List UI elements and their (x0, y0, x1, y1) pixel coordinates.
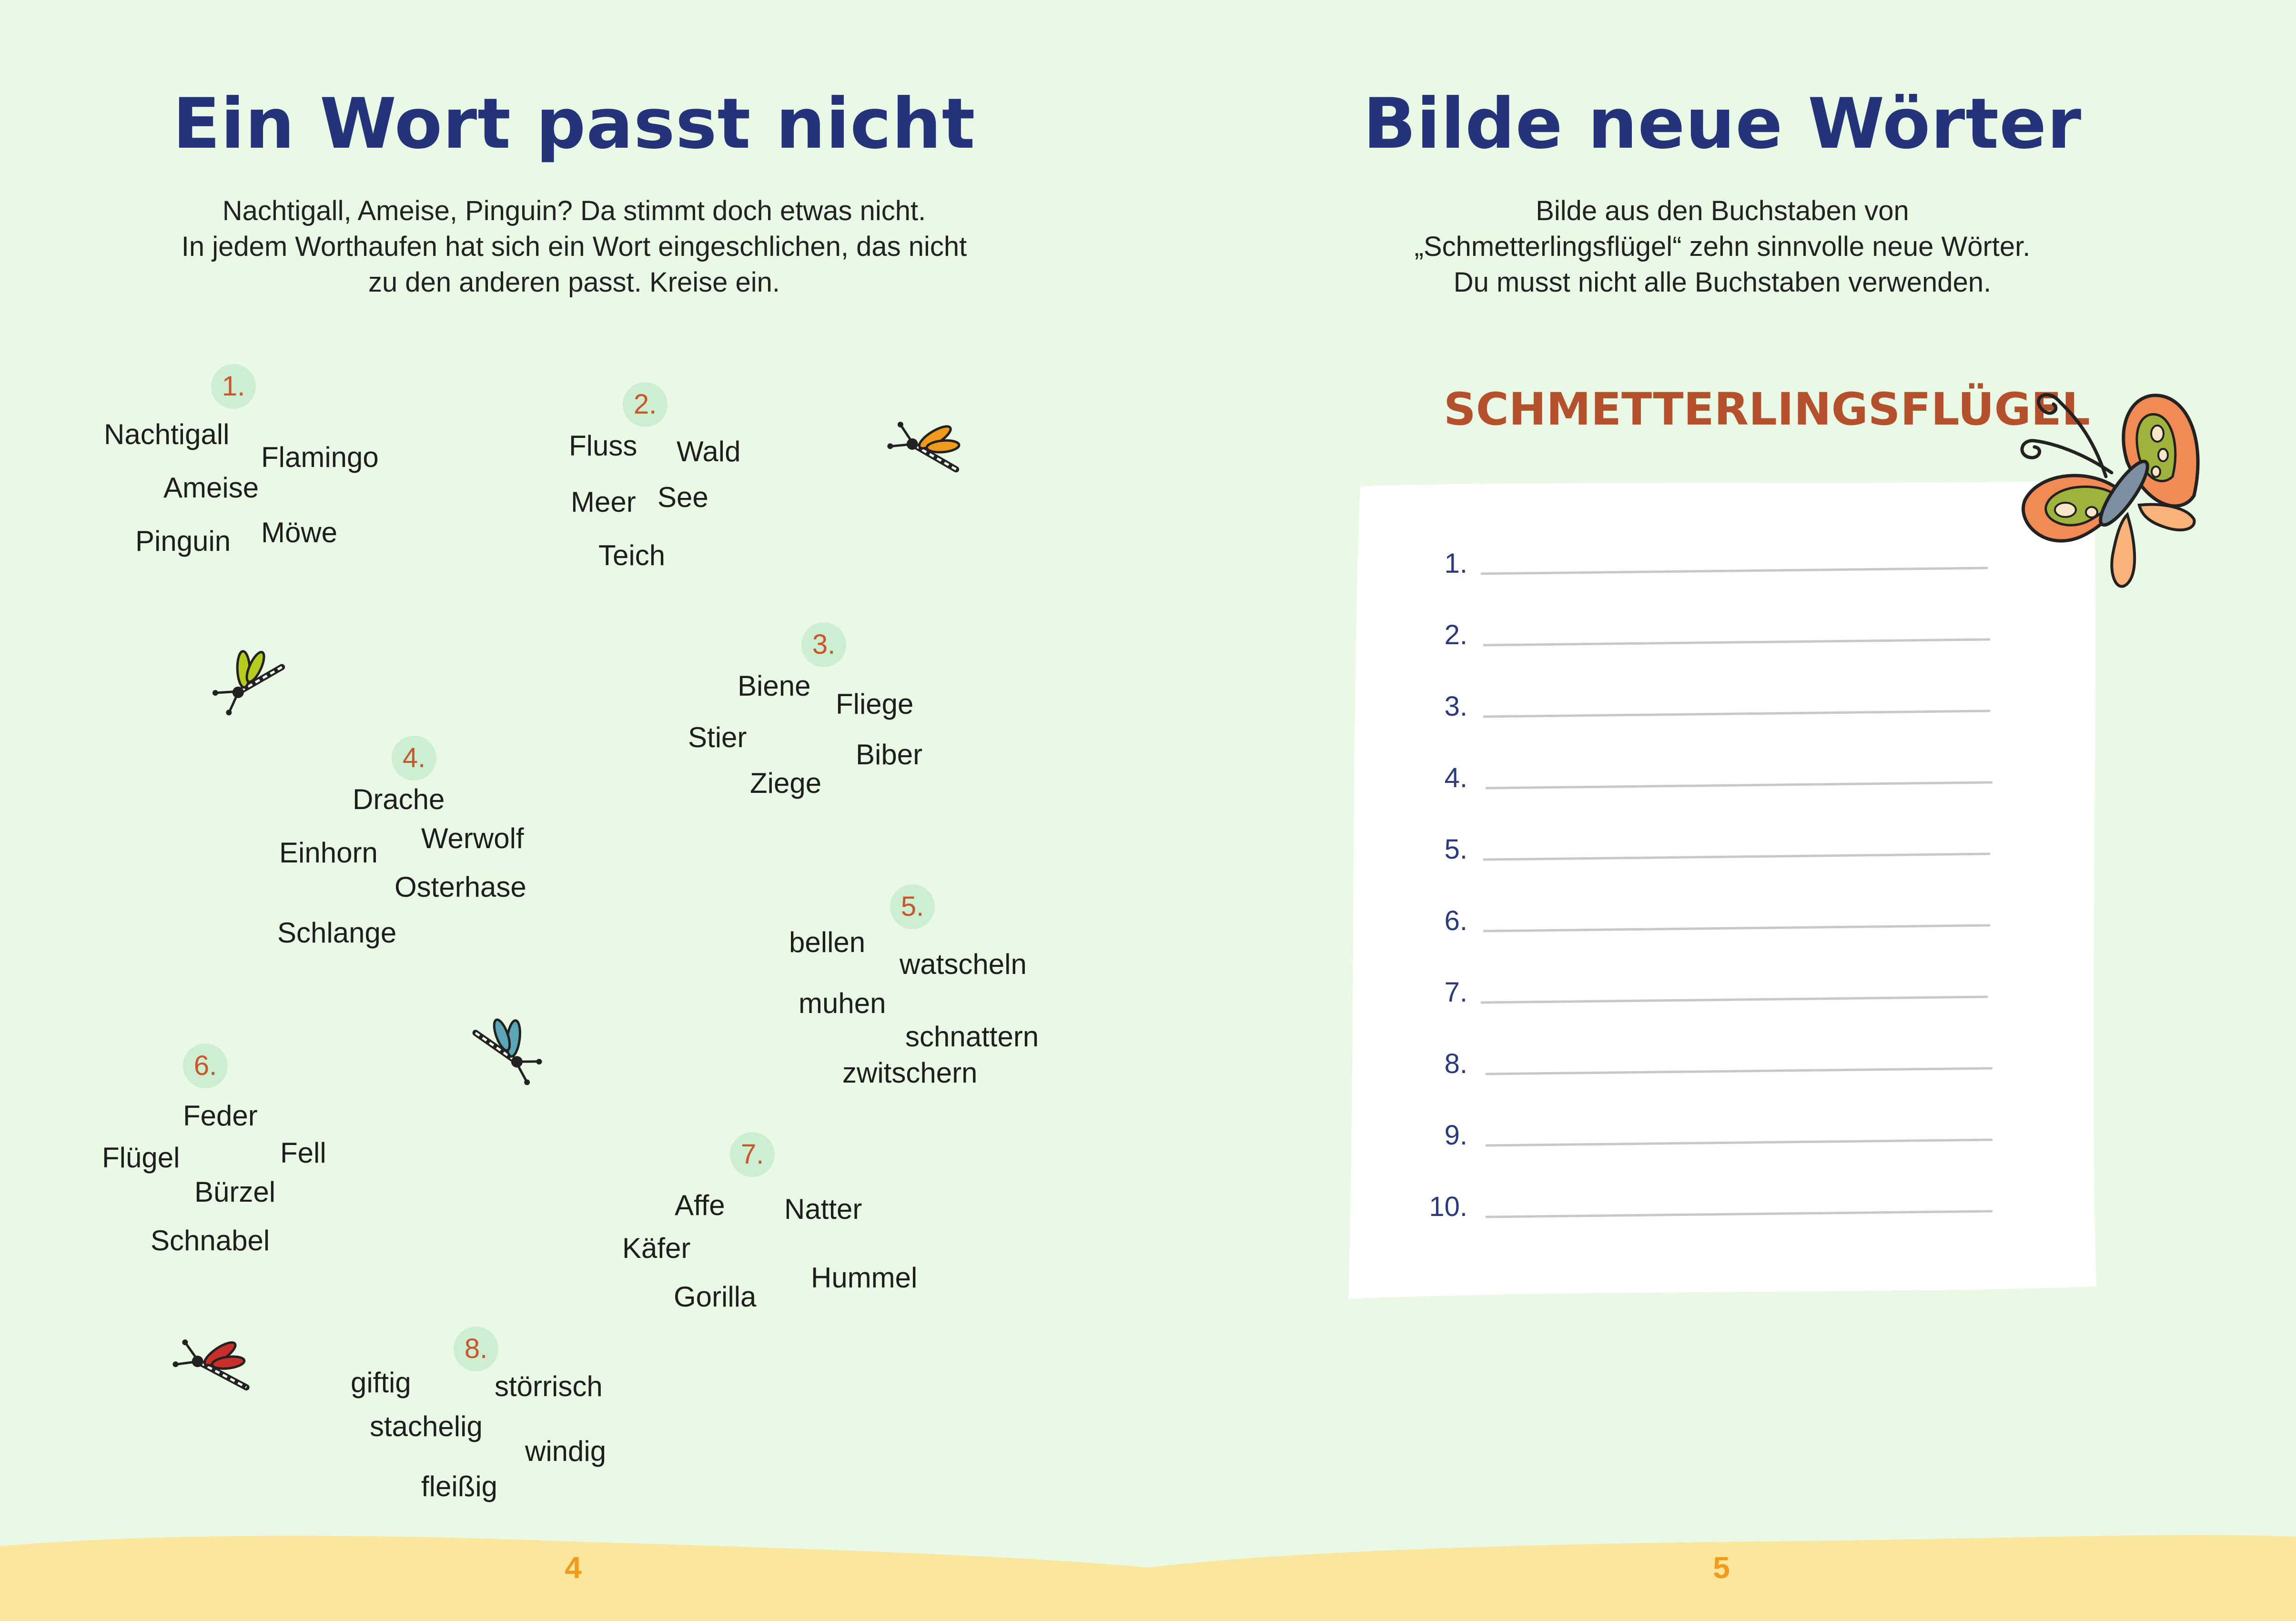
word-item[interactable]: Drache (353, 783, 445, 815)
line-number: 9. (1444, 1120, 1467, 1151)
line-number: 4. (1444, 762, 1467, 793)
word-item[interactable]: bellen (789, 926, 866, 958)
line-number: 1. (1444, 548, 1467, 579)
line-number: 5. (1444, 834, 1467, 865)
word-item[interactable]: Fell (280, 1137, 326, 1169)
word-item[interactable]: Affe (675, 1189, 725, 1221)
word-item[interactable]: giftig (351, 1367, 411, 1398)
answer-line-5[interactable] (1479, 829, 1994, 862)
word-item[interactable]: Pinguin (135, 525, 231, 557)
answer-line-10[interactable] (1479, 1186, 1994, 1220)
intro-line: Du musst nicht alle Buchstaben verwenden… (1453, 267, 1992, 298)
answer-line-7[interactable] (1479, 972, 1994, 1005)
answer-line-9[interactable] (1479, 1115, 1994, 1148)
intro-line: Bilde aus den Buchstaben von (1536, 195, 1909, 226)
writing-lines (1480, 567, 1993, 1218)
word-item[interactable]: Natter (784, 1193, 862, 1225)
word-item[interactable]: Schnabel (151, 1225, 270, 1256)
right-page-intro: Bilde aus den Buchstaben von „Schmetterl… (1239, 193, 2206, 307)
word-item[interactable]: See (657, 481, 708, 513)
line-number: 8. (1444, 1048, 1467, 1079)
right-page-title: Bilde neue Wörter (1363, 83, 2082, 164)
answer-line-4[interactable] (1479, 758, 1994, 791)
dragonfly-green-icon (212, 650, 285, 716)
word-item[interactable]: Käfer (622, 1232, 691, 1264)
word-item[interactable]: Meer (571, 486, 636, 518)
group-number: 8. (454, 1327, 498, 1371)
word-heading: SCHMETTERLINGSFLÜGEL (1444, 384, 2090, 436)
word-item[interactable]: Osterhase (394, 871, 526, 903)
word-item[interactable]: störrisch (495, 1370, 603, 1402)
dragonfly-orange-icon (887, 422, 961, 473)
word-item[interactable]: fleißig (421, 1470, 498, 1502)
group-number: 5. (890, 884, 935, 929)
answer-line-3[interactable] (1479, 686, 1994, 719)
line-number: 10. (1429, 1191, 1467, 1222)
intro-line: In jedem Worthaufen hat sich ein Wort ei… (181, 231, 967, 262)
word-item[interactable]: Fliege (836, 688, 914, 720)
word-item[interactable]: Nachtigall (104, 418, 230, 450)
intro-line: zu den anderen passt. Kreise ein. (368, 267, 780, 298)
intro-line: „Schmetterlingsflügel“ zehn sinnvolle ne… (1414, 231, 2031, 262)
word-item[interactable]: Gorilla (674, 1281, 757, 1313)
answer-line-1[interactable] (1479, 543, 1994, 577)
word-item[interactable]: windig (525, 1435, 607, 1467)
word-item[interactable]: Flügel (102, 1142, 180, 1174)
word-item[interactable]: Schlange (277, 917, 397, 949)
line-number: 2. (1444, 619, 1467, 650)
word-item[interactable]: Teich (598, 539, 666, 571)
answer-line-6[interactable] (1479, 901, 1994, 934)
word-item[interactable]: Fluss (569, 430, 637, 462)
word-item[interactable]: schnattern (905, 1021, 1039, 1053)
left-page-title: Ein Wort passt nicht (172, 83, 976, 164)
butterfly-icon (2020, 393, 2200, 588)
line-number: 3. (1444, 691, 1467, 722)
dragonfly-blue-icon (472, 1018, 542, 1085)
dragonfly-red-icon (172, 1339, 250, 1391)
line-number: 6. (1444, 905, 1467, 936)
word-item[interactable]: Feder (183, 1100, 258, 1132)
word-item[interactable]: stachelig (370, 1410, 483, 1442)
word-item[interactable]: zwitschern (842, 1057, 978, 1089)
writing-card (1348, 480, 2096, 1299)
word-item[interactable]: Möwe (261, 517, 338, 548)
word-item[interactable]: Einhorn (279, 837, 378, 869)
word-item[interactable]: Flamingo (261, 441, 379, 473)
word-item[interactable]: watscheln (900, 948, 1027, 980)
group-number: 2. (623, 382, 668, 427)
word-item[interactable]: Stier (688, 721, 747, 753)
answer-line-8[interactable] (1479, 1044, 1994, 1077)
group-number: 1. (211, 364, 256, 409)
word-item[interactable]: Biber (856, 739, 923, 770)
word-item[interactable]: Bürzel (194, 1176, 276, 1208)
group-number: 7. (730, 1132, 775, 1177)
word-item[interactable]: Wald (677, 436, 741, 467)
sand-strip (0, 1535, 2296, 1621)
word-item[interactable]: Hummel (811, 1262, 918, 1294)
left-page-intro: Nachtigall, Ameise, Pinguin? Da stimmt d… (86, 193, 1062, 307)
group-number: 6. (183, 1044, 228, 1088)
intro-line: Nachtigall, Ameise, Pinguin? Da stimmt d… (222, 195, 926, 226)
page-number-right: 5 (1713, 1550, 1730, 1585)
word-item[interactable]: muhen (799, 987, 886, 1019)
word-item[interactable]: Ziege (750, 767, 822, 799)
word-item[interactable]: Ameise (163, 472, 259, 504)
answer-line-2[interactable] (1479, 615, 1994, 648)
word-item[interactable]: Werwolf (421, 822, 524, 854)
word-item[interactable]: Biene (738, 670, 811, 702)
group-number: 3. (801, 622, 846, 667)
group-number: 4. (392, 736, 436, 780)
line-number: 7. (1444, 977, 1467, 1008)
page-number-left: 4 (565, 1550, 582, 1585)
